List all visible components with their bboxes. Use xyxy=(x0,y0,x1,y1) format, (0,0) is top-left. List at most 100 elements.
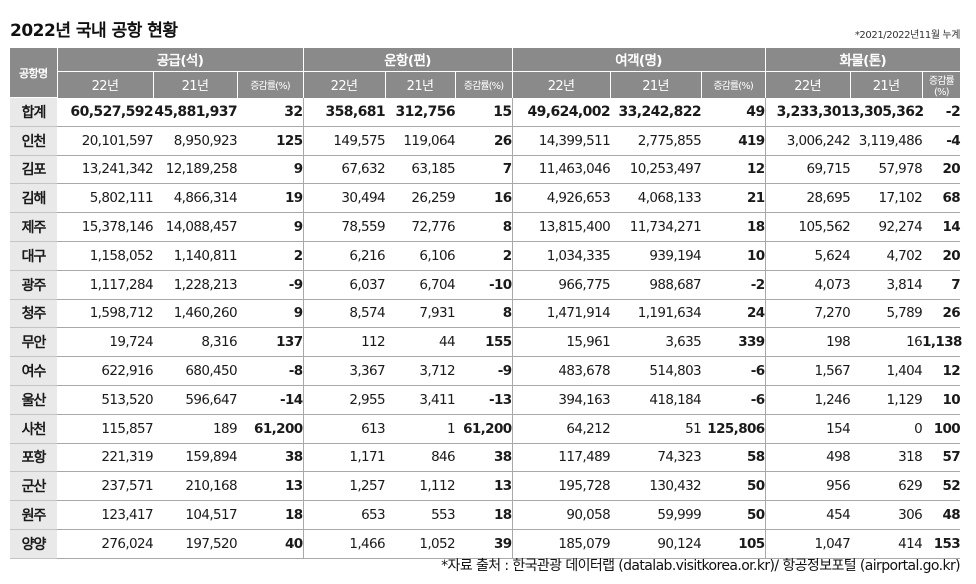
airport-name: 울산 xyxy=(10,385,57,415)
header-22y: 22년 xyxy=(512,71,611,98)
value-cell: 1,257 xyxy=(303,471,386,502)
value-cell: 90,124 xyxy=(610,529,702,559)
value-cell: 20,101,597 xyxy=(57,126,154,156)
value-cell: 6,704 xyxy=(385,270,456,300)
value-cell: 1 xyxy=(385,414,456,444)
source-credit: *자료 출처 : 한국관광 데이터랩 (datalab.visitkorea.o… xyxy=(441,558,960,574)
rate-cell: -14 xyxy=(237,385,304,415)
airport-name: 김해 xyxy=(10,183,57,214)
airport-name: 무안 xyxy=(10,327,57,358)
header-group-flights: 운항(편) xyxy=(303,48,513,72)
value-cell: 59,999 xyxy=(610,500,702,530)
value-cell: 1,034,335 xyxy=(512,241,611,271)
rate-cell: 2 xyxy=(455,241,513,271)
header-22y: 22년 xyxy=(57,71,154,98)
value-cell: 237,571 xyxy=(57,471,154,502)
value-cell: 6,106 xyxy=(385,241,456,271)
rate-cell: 2 xyxy=(237,241,304,271)
value-cell: 3,712 xyxy=(385,356,456,386)
rate-cell: 19 xyxy=(237,183,304,214)
value-cell: 7,931 xyxy=(385,299,456,329)
value-cell: 358,681 xyxy=(303,97,386,127)
value-cell: 1,140,811 xyxy=(153,241,238,271)
value-cell: 4,068,133 xyxy=(610,183,702,214)
value-cell: 1,466 xyxy=(303,529,386,559)
rate-cell: 125 xyxy=(237,126,304,156)
value-cell: 653 xyxy=(303,500,386,530)
header-rate: 증감률(%) xyxy=(455,71,513,98)
header-rate: 증감률(%) xyxy=(701,71,766,98)
rate-cell: -4 xyxy=(922,126,961,156)
rate-cell: -9 xyxy=(237,270,304,300)
value-cell: 149,575 xyxy=(303,126,386,156)
value-cell: 3,367 xyxy=(303,356,386,386)
header-group-passengers: 여객(명) xyxy=(512,48,766,72)
airport-name: 김포 xyxy=(10,155,57,185)
airport-name: 광주 xyxy=(10,270,57,300)
rate-cell: 48 xyxy=(922,500,961,530)
rate-cell: 61,200 xyxy=(237,414,304,444)
value-cell: 185,079 xyxy=(512,529,611,559)
value-cell: 939,194 xyxy=(610,241,702,271)
rate-cell: 20 xyxy=(922,241,961,271)
table-row: 원주 123,417 104,517 18 653 553 18 90,058 59,999 50… xyxy=(10,500,961,530)
rate-cell: 419 xyxy=(701,126,766,156)
value-cell: 198 xyxy=(765,327,851,358)
value-cell: 414 xyxy=(850,529,923,559)
rate-cell: -6 xyxy=(701,356,766,386)
rate-cell: 18 xyxy=(455,500,513,530)
table-row: 무안 19,724 8,316 137 112 44 155 15,961 3,635 339 19… xyxy=(10,327,962,358)
value-cell: 4,926,653 xyxy=(512,183,611,214)
rate-cell: -13 xyxy=(455,385,513,415)
rate-cell: 7 xyxy=(922,270,961,300)
table-row: 양양 276,024 197,520 40 1,466 1,052 39 185,079 90,… xyxy=(10,529,961,559)
value-cell: 1,471,914 xyxy=(512,299,611,329)
value-cell: 33,242,822 xyxy=(610,97,702,127)
value-cell: 622,916 xyxy=(57,356,154,386)
header-airport-name: 공항명 xyxy=(10,48,58,98)
value-cell: 3,233,301 xyxy=(765,97,851,127)
rate-cell: 7 xyxy=(455,155,513,185)
value-cell: 1,171 xyxy=(303,443,386,473)
value-cell: 130,432 xyxy=(610,471,702,502)
airport-name: 대구 xyxy=(10,241,57,271)
value-cell: 629 xyxy=(850,471,923,502)
rate-cell: 15 xyxy=(455,97,513,127)
table-row: 광주 1,117,284 1,228,213 -9 6,037 6,704 -10 966,7… xyxy=(10,270,961,300)
header-21y: 21년 xyxy=(385,71,456,98)
value-cell: 10,253,497 xyxy=(610,155,702,185)
value-cell: 60,527,592 xyxy=(57,97,154,127)
airport-name: 군산 xyxy=(10,471,57,502)
value-cell: 45,881,937 xyxy=(153,97,238,127)
value-cell: 3,006,242 xyxy=(765,126,851,156)
value-cell: 92,274 xyxy=(850,212,923,242)
value-cell: 483,678 xyxy=(512,356,611,386)
table-row: 김해 5,802,111 4,866,314 19 30,494 26,259 16 4,92… xyxy=(10,183,961,214)
table-row-total: 합계 60,527,592 45,881,937 32 358,681 312,756 15… xyxy=(10,97,961,127)
value-cell: 394,163 xyxy=(512,385,611,415)
value-cell: 514,803 xyxy=(610,356,702,386)
header-group-supply: 공급(석) xyxy=(57,48,304,72)
airport-name: 사천 xyxy=(10,414,57,444)
rate-cell: 50 xyxy=(701,500,766,530)
airport-name: 제주 xyxy=(10,212,57,242)
value-cell: 78,559 xyxy=(303,212,386,242)
rate-cell: 12 xyxy=(922,356,961,386)
value-cell: 1,598,712 xyxy=(57,299,154,329)
rate-cell: -2 xyxy=(922,97,961,127)
rate-cell: 14 xyxy=(922,212,961,242)
value-cell: 189 xyxy=(153,414,238,444)
value-cell: 69,715 xyxy=(765,155,851,185)
value-cell: 596,647 xyxy=(153,385,238,415)
rate-cell: -2 xyxy=(701,270,766,300)
value-cell: 418,184 xyxy=(610,385,702,415)
rate-cell: 58 xyxy=(701,443,766,473)
table-body: 합계 60,527,592 45,881,937 32 358,681 312,756 15… xyxy=(10,97,962,559)
value-cell: 988,687 xyxy=(610,270,702,300)
value-cell: 498 xyxy=(765,443,851,473)
rate-cell: 61,200 xyxy=(455,414,513,444)
airport-name: 인천 xyxy=(10,126,57,156)
value-cell: 14,088,457 xyxy=(153,212,238,242)
value-cell: 1,404 xyxy=(850,356,923,386)
value-cell: 159,894 xyxy=(153,443,238,473)
